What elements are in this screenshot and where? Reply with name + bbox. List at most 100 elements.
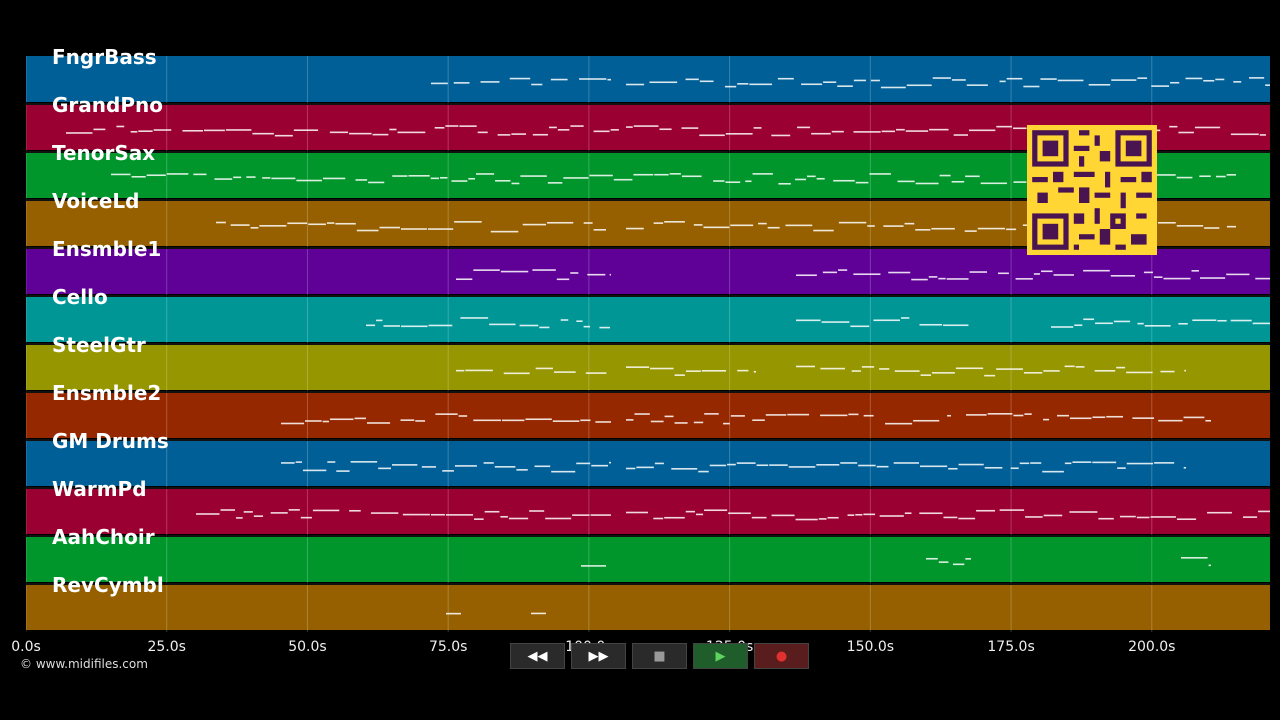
play-button[interactable]: ▶	[693, 643, 748, 669]
note-trace	[1057, 414, 1069, 417]
note-trace	[1215, 175, 1226, 178]
note-trace	[1006, 77, 1023, 80]
note-trace	[473, 419, 501, 422]
note-trace	[653, 517, 664, 520]
note-trace	[1154, 462, 1175, 464]
note-trace	[915, 229, 931, 231]
note-trace	[259, 225, 287, 227]
note-trace	[969, 271, 988, 273]
note-trace	[1023, 85, 1040, 88]
note-trace	[534, 465, 551, 468]
note-trace	[1226, 174, 1236, 176]
note-trace	[752, 173, 773, 175]
note-trace	[511, 133, 527, 135]
note-trace	[591, 464, 609, 467]
note-trace	[253, 515, 264, 517]
note-trace	[1258, 510, 1270, 513]
note-trace	[920, 465, 948, 468]
note-trace	[626, 126, 633, 128]
note-trace	[626, 366, 650, 368]
note-trace	[904, 222, 915, 225]
note-trace	[312, 509, 340, 512]
note-trace	[1259, 134, 1266, 136]
qr-code	[1027, 125, 1157, 255]
stop-button[interactable]: ■	[632, 643, 687, 669]
note-trace	[820, 414, 848, 417]
note-trace	[1013, 181, 1027, 183]
note-trace	[296, 179, 322, 182]
time-tick-label: 50.0s	[288, 639, 327, 655]
note-trace	[509, 77, 531, 80]
note-trace	[968, 129, 996, 132]
note-trace	[753, 127, 762, 129]
fast-forward-button[interactable]: ▶▶	[571, 643, 626, 669]
note-trace	[851, 370, 861, 372]
note-trace	[1015, 278, 1033, 280]
note-trace	[350, 461, 378, 463]
note-trace	[1230, 133, 1259, 136]
note-trace	[500, 515, 508, 518]
note-trace	[653, 222, 664, 224]
note-trace	[659, 128, 672, 131]
note-trace	[451, 180, 468, 182]
note-trace	[182, 129, 203, 132]
note-trace	[327, 461, 336, 463]
note-trace	[818, 518, 827, 520]
note-trace	[699, 80, 714, 83]
lane-separator	[26, 391, 1270, 393]
track-label: Ensmble2	[52, 381, 162, 405]
note-trace	[1226, 225, 1236, 228]
note-trace	[196, 513, 220, 515]
note-trace	[848, 413, 859, 416]
note-trace	[495, 180, 511, 182]
note-trace	[402, 513, 430, 516]
note-trace	[525, 418, 552, 421]
note-trace	[807, 175, 816, 178]
note-trace	[203, 129, 225, 132]
note-trace	[1024, 413, 1032, 415]
note-trace	[494, 466, 516, 468]
note-trace	[93, 128, 106, 131]
note-trace	[453, 82, 470, 84]
note-trace	[664, 221, 685, 223]
note-trace	[1204, 227, 1220, 229]
lane-separator	[26, 295, 1270, 297]
note-trace	[547, 221, 574, 224]
note-trace	[366, 324, 376, 327]
note-trace	[1183, 416, 1205, 419]
note-trace	[1040, 78, 1057, 80]
note-trace	[246, 176, 256, 178]
note-trace	[293, 129, 319, 132]
note-trace	[713, 180, 725, 182]
note-trace	[998, 272, 1009, 275]
note-trace	[751, 516, 767, 519]
note-trace	[1111, 79, 1137, 81]
note-trace	[749, 83, 773, 86]
note-trace	[570, 272, 579, 274]
note-trace	[879, 368, 890, 370]
record-button[interactable]: ●	[754, 643, 809, 669]
note-trace	[580, 419, 591, 422]
note-trace	[777, 77, 794, 80]
lane-separator	[26, 151, 1270, 153]
note-trace	[838, 221, 867, 224]
note-trace	[855, 181, 869, 184]
note-trace	[725, 181, 741, 184]
stop-icon: ■	[653, 648, 666, 664]
note-trace	[1265, 84, 1270, 86]
note-trace	[288, 509, 300, 511]
note-trace	[583, 325, 591, 328]
note-trace	[664, 516, 685, 519]
rewind-button[interactable]: ◀◀	[510, 643, 565, 669]
note-trace	[753, 370, 756, 373]
note-trace	[948, 467, 958, 470]
note-trace	[947, 414, 951, 417]
timeline-grid	[26, 56, 1270, 632]
note-trace	[520, 175, 547, 177]
note-trace	[131, 175, 146, 178]
note-trace	[1169, 125, 1178, 128]
note-trace	[1069, 511, 1098, 513]
note-trace	[1098, 517, 1114, 520]
note-trace	[581, 565, 606, 567]
note-trace	[428, 324, 453, 327]
